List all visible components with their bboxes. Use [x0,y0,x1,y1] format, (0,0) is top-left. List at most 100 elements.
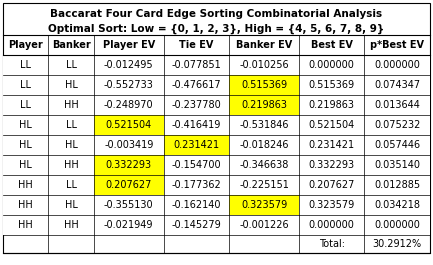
Bar [164,155,229,175]
Bar [3,195,48,215]
Bar [365,195,430,215]
Bar [365,75,430,95]
Text: 0.332293: 0.332293 [106,160,152,170]
Bar [48,55,94,75]
Text: -0.012495: -0.012495 [104,60,154,70]
Text: Tie EV: Tie EV [179,40,213,50]
Text: 0.515369: 0.515369 [241,80,287,90]
Text: 0.219863: 0.219863 [309,100,355,110]
Text: 0.521504: 0.521504 [106,120,152,130]
Text: Best EV: Best EV [311,40,352,50]
Bar [229,135,299,155]
Bar [299,55,365,75]
Bar [365,95,430,115]
Text: -0.021949: -0.021949 [104,220,153,230]
Text: p*Best EV: p*Best EV [370,40,424,50]
Bar [48,95,94,115]
Text: 0.075232: 0.075232 [374,120,420,130]
Bar [3,55,48,75]
Text: HL: HL [65,200,78,210]
Text: HL: HL [19,140,32,150]
Bar [3,115,48,135]
Text: LL: LL [20,80,31,90]
Text: HH: HH [64,220,78,230]
Text: HL: HL [65,80,78,90]
Text: -0.018246: -0.018246 [239,140,289,150]
Bar [299,175,365,195]
Text: 30.2912%: 30.2912% [373,239,422,249]
Text: LL: LL [20,60,31,70]
Bar [164,55,229,75]
Text: LL: LL [66,60,77,70]
Bar [94,55,164,75]
Text: HH: HH [64,100,78,110]
Bar [164,135,229,155]
Text: LL: LL [20,100,31,110]
Bar [94,75,164,95]
Bar [229,75,299,95]
Bar [48,115,94,135]
Bar [299,115,365,135]
Text: 0.219863: 0.219863 [241,100,287,110]
Bar [164,95,229,115]
Text: -0.355130: -0.355130 [104,200,154,210]
Bar [48,195,94,215]
Bar [229,95,299,115]
Bar [3,135,48,155]
Text: LL: LL [66,120,77,130]
Bar [48,175,94,195]
Bar [94,175,164,195]
Text: -0.225151: -0.225151 [239,180,289,190]
Text: -0.077851: -0.077851 [171,60,221,70]
Bar [299,195,365,215]
Bar [94,135,164,155]
Bar [299,155,365,175]
Bar [164,215,229,235]
Text: Player EV: Player EV [103,40,155,50]
Bar [48,75,94,95]
Bar [48,155,94,175]
Text: -0.162140: -0.162140 [171,200,221,210]
Bar [94,155,164,175]
Bar [299,75,365,95]
Text: 0.035140: 0.035140 [374,160,420,170]
Bar [229,155,299,175]
Bar [3,155,48,175]
Bar [94,215,164,235]
Text: 0.012885: 0.012885 [374,180,420,190]
Bar [299,95,365,115]
Text: -0.237780: -0.237780 [171,100,221,110]
Text: HL: HL [19,120,32,130]
Text: -0.346638: -0.346638 [239,160,289,170]
Text: 0.332293: 0.332293 [309,160,355,170]
Bar [365,135,430,155]
Bar [164,75,229,95]
Text: -0.145279: -0.145279 [171,220,221,230]
Bar [94,95,164,115]
Bar [299,215,365,235]
Text: -0.552733: -0.552733 [104,80,154,90]
Text: HL: HL [19,160,32,170]
Text: -0.531846: -0.531846 [239,120,289,130]
Bar [229,215,299,235]
Bar [229,115,299,135]
Text: 0.521504: 0.521504 [309,120,355,130]
Bar [229,175,299,195]
Text: HL: HL [65,140,78,150]
Bar [164,175,229,195]
Text: -0.177362: -0.177362 [171,180,221,190]
Bar [3,75,48,95]
Text: 0.000000: 0.000000 [309,220,355,230]
Text: 0.000000: 0.000000 [374,60,420,70]
Text: Optimal Sort: Low = {0, 1, 2, 3}, High = {4, 5, 6, 7, 8, 9}: Optimal Sort: Low = {0, 1, 2, 3}, High =… [48,24,385,34]
Text: HH: HH [64,160,78,170]
Text: Total:: Total: [319,239,345,249]
Bar [3,175,48,195]
Bar [3,95,48,115]
Text: -0.416419: -0.416419 [171,120,221,130]
Bar [365,175,430,195]
Text: 0.323579: 0.323579 [241,200,287,210]
Text: 0.231421: 0.231421 [173,140,220,150]
Text: HH: HH [18,220,33,230]
Text: -0.010256: -0.010256 [239,60,289,70]
